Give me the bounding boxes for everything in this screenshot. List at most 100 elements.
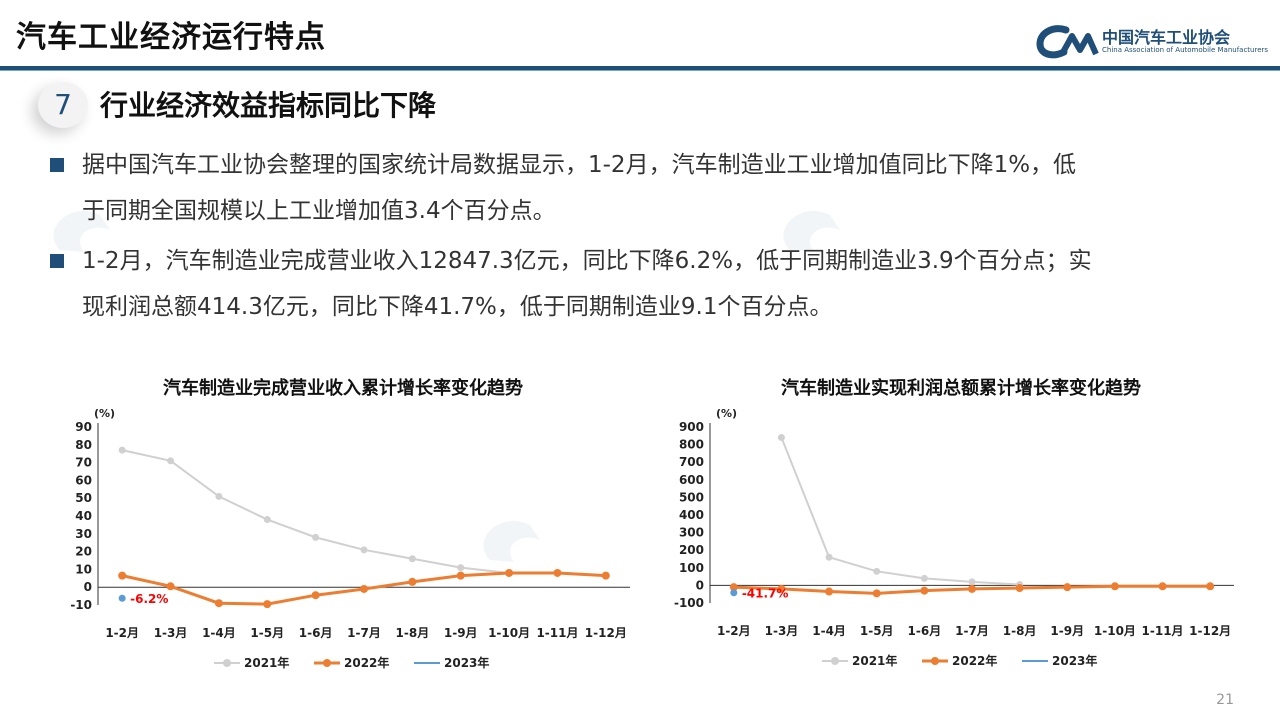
legend-label: 2021年 xyxy=(244,655,289,670)
y-tick-label: 30 xyxy=(75,527,92,541)
y-tick-label: 20 xyxy=(75,545,92,559)
y-unit-label: (%) xyxy=(94,407,115,420)
y-tick-label: 300 xyxy=(679,526,704,540)
legend-label: 2022年 xyxy=(344,655,389,670)
legend-marker-2022年 xyxy=(323,659,331,667)
x-tick-label: 1-2月 xyxy=(105,626,139,640)
y-tick-label: 500 xyxy=(679,490,704,504)
data-point-2022年 xyxy=(408,577,417,586)
header-divider-thin xyxy=(0,70,1280,71)
data-point-2022年 xyxy=(214,599,223,608)
data-point-2023年 xyxy=(118,594,126,602)
data-point-2021年 xyxy=(118,446,126,454)
data-point-2022年 xyxy=(311,591,320,600)
x-tick-label: 1-4月 xyxy=(202,626,236,640)
data-point-2021年 xyxy=(408,555,416,563)
bullet-line: 于同期全国规模以上工业增加值3.4个百分点。 xyxy=(82,198,556,224)
chart-title-revenue: 汽车制造业完成营业收入累计增长率变化趋势 xyxy=(163,378,523,399)
data-point-2022年 xyxy=(263,600,272,609)
x-tick-label: 1-10月 xyxy=(1094,624,1136,638)
data-point-2021年 xyxy=(920,574,928,582)
legend-label: 2021年 xyxy=(852,653,897,668)
bullet-line: 现利润总额414.3亿元，同比下降41.7%，低于同期制造业9.1个百分点。 xyxy=(82,294,833,320)
x-tick-label: 1-6月 xyxy=(299,626,333,640)
y-tick-label: 60 xyxy=(75,473,92,487)
bullet-square-icon xyxy=(50,158,64,172)
data-point-2022年 xyxy=(825,587,834,596)
x-tick-label: 1-10月 xyxy=(488,626,530,640)
x-tick-label: 1-6月 xyxy=(908,624,942,638)
y-tick-label: -100 xyxy=(674,596,704,610)
caam-logo-icon xyxy=(1036,25,1099,59)
section-number-badge: 7 xyxy=(38,82,88,128)
x-tick-label: 1-11月 xyxy=(536,626,578,640)
x-tick-label: 1-5月 xyxy=(250,626,284,640)
x-tick-label: 1-5月 xyxy=(860,624,894,638)
y-tick-label: 80 xyxy=(75,438,92,452)
x-tick-label: 1-8月 xyxy=(396,626,430,640)
legend-marker-2021年 xyxy=(831,657,839,665)
y-tick-label: 100 xyxy=(679,561,704,575)
x-tick-label: 1-9月 xyxy=(444,626,478,640)
y-tick-label: 10 xyxy=(75,562,92,576)
y-tick-label: 400 xyxy=(679,508,704,522)
y-tick-label: 0 xyxy=(84,580,92,594)
page-number: 21 xyxy=(1216,692,1234,708)
header-divider xyxy=(0,66,1280,70)
data-point-2021年 xyxy=(360,546,368,554)
data-point-2022年 xyxy=(456,571,465,580)
data-point-2022年 xyxy=(920,586,929,595)
legend-label: 2023年 xyxy=(1052,653,1097,668)
logo: 中国汽车工业协会 China Association of Automobile… xyxy=(1036,22,1276,62)
bullet-square-icon xyxy=(50,254,64,268)
x-tick-label: 1-8月 xyxy=(1003,624,1037,638)
series-line-2021年 xyxy=(780,437,1020,586)
data-point-2022年 xyxy=(360,584,368,593)
section-title: 行业经济效益指标同比下降 xyxy=(100,89,437,122)
y-tick-label: 800 xyxy=(679,438,704,452)
data-point-2022年 xyxy=(1206,582,1215,591)
x-tick-label: 1-2月 xyxy=(717,624,751,638)
data-point-2021年 xyxy=(777,434,785,442)
x-tick-label: 1-7月 xyxy=(955,624,989,638)
data-point-2022年 xyxy=(118,571,127,580)
data-point-2021年 xyxy=(167,457,175,465)
y-unit-label: (%) xyxy=(716,407,737,420)
x-tick-label: 1-11月 xyxy=(1142,624,1184,638)
data-point-2022年 xyxy=(777,584,786,593)
data-point-2022年 xyxy=(729,583,738,592)
legend-label: 2023年 xyxy=(444,655,489,670)
legend-label: 2022年 xyxy=(952,653,997,668)
bullet-item: 1-2月，汽车制造业完成营业收入12847.3亿元，同比下降6.2%，低于同期制… xyxy=(50,238,1240,330)
y-tick-label: 900 xyxy=(679,420,704,434)
data-point-2021年 xyxy=(312,533,320,541)
data-point-2022年 xyxy=(1063,583,1072,592)
data-point-2021年 xyxy=(457,564,465,572)
y-tick-label: -10 xyxy=(70,598,92,612)
data-point-2022年 xyxy=(1015,584,1024,593)
y-tick-label: 50 xyxy=(75,491,92,505)
data-label-2023: -6.2% xyxy=(130,592,168,606)
data-point-2022年 xyxy=(1110,582,1119,591)
y-tick-label: 40 xyxy=(75,509,92,523)
chart-title-profit: 汽车制造业实现利润总额累计增长率变化趋势 xyxy=(781,378,1141,399)
data-point-2021年 xyxy=(873,567,881,575)
data-point-2021年 xyxy=(263,516,271,524)
data-point-2022年 xyxy=(505,568,514,577)
x-tick-label: 1-12月 xyxy=(585,626,627,640)
legend-marker-2021年 xyxy=(223,659,231,667)
series-line-2021年 xyxy=(121,449,510,574)
legend-marker-2022年 xyxy=(931,657,939,665)
data-label-2023: -41.7% xyxy=(742,587,789,601)
y-tick-label: 70 xyxy=(75,456,92,470)
y-tick-label: 90 xyxy=(75,420,92,434)
y-tick-label: 700 xyxy=(679,455,704,469)
y-tick-label: 200 xyxy=(679,543,704,557)
data-point-2021年 xyxy=(968,578,976,586)
data-point-2021年 xyxy=(825,553,833,561)
data-point-2022年 xyxy=(968,584,976,593)
revenue-growth-chart: (%)90 80 70 60 50 40 30 20 10 0 -10 1-2月 1-3月 1-4月 1-5… xyxy=(70,407,630,670)
data-point-2022年 xyxy=(872,589,881,598)
data-point-2022年 xyxy=(601,571,610,580)
data-point-2022年 xyxy=(1158,582,1167,591)
